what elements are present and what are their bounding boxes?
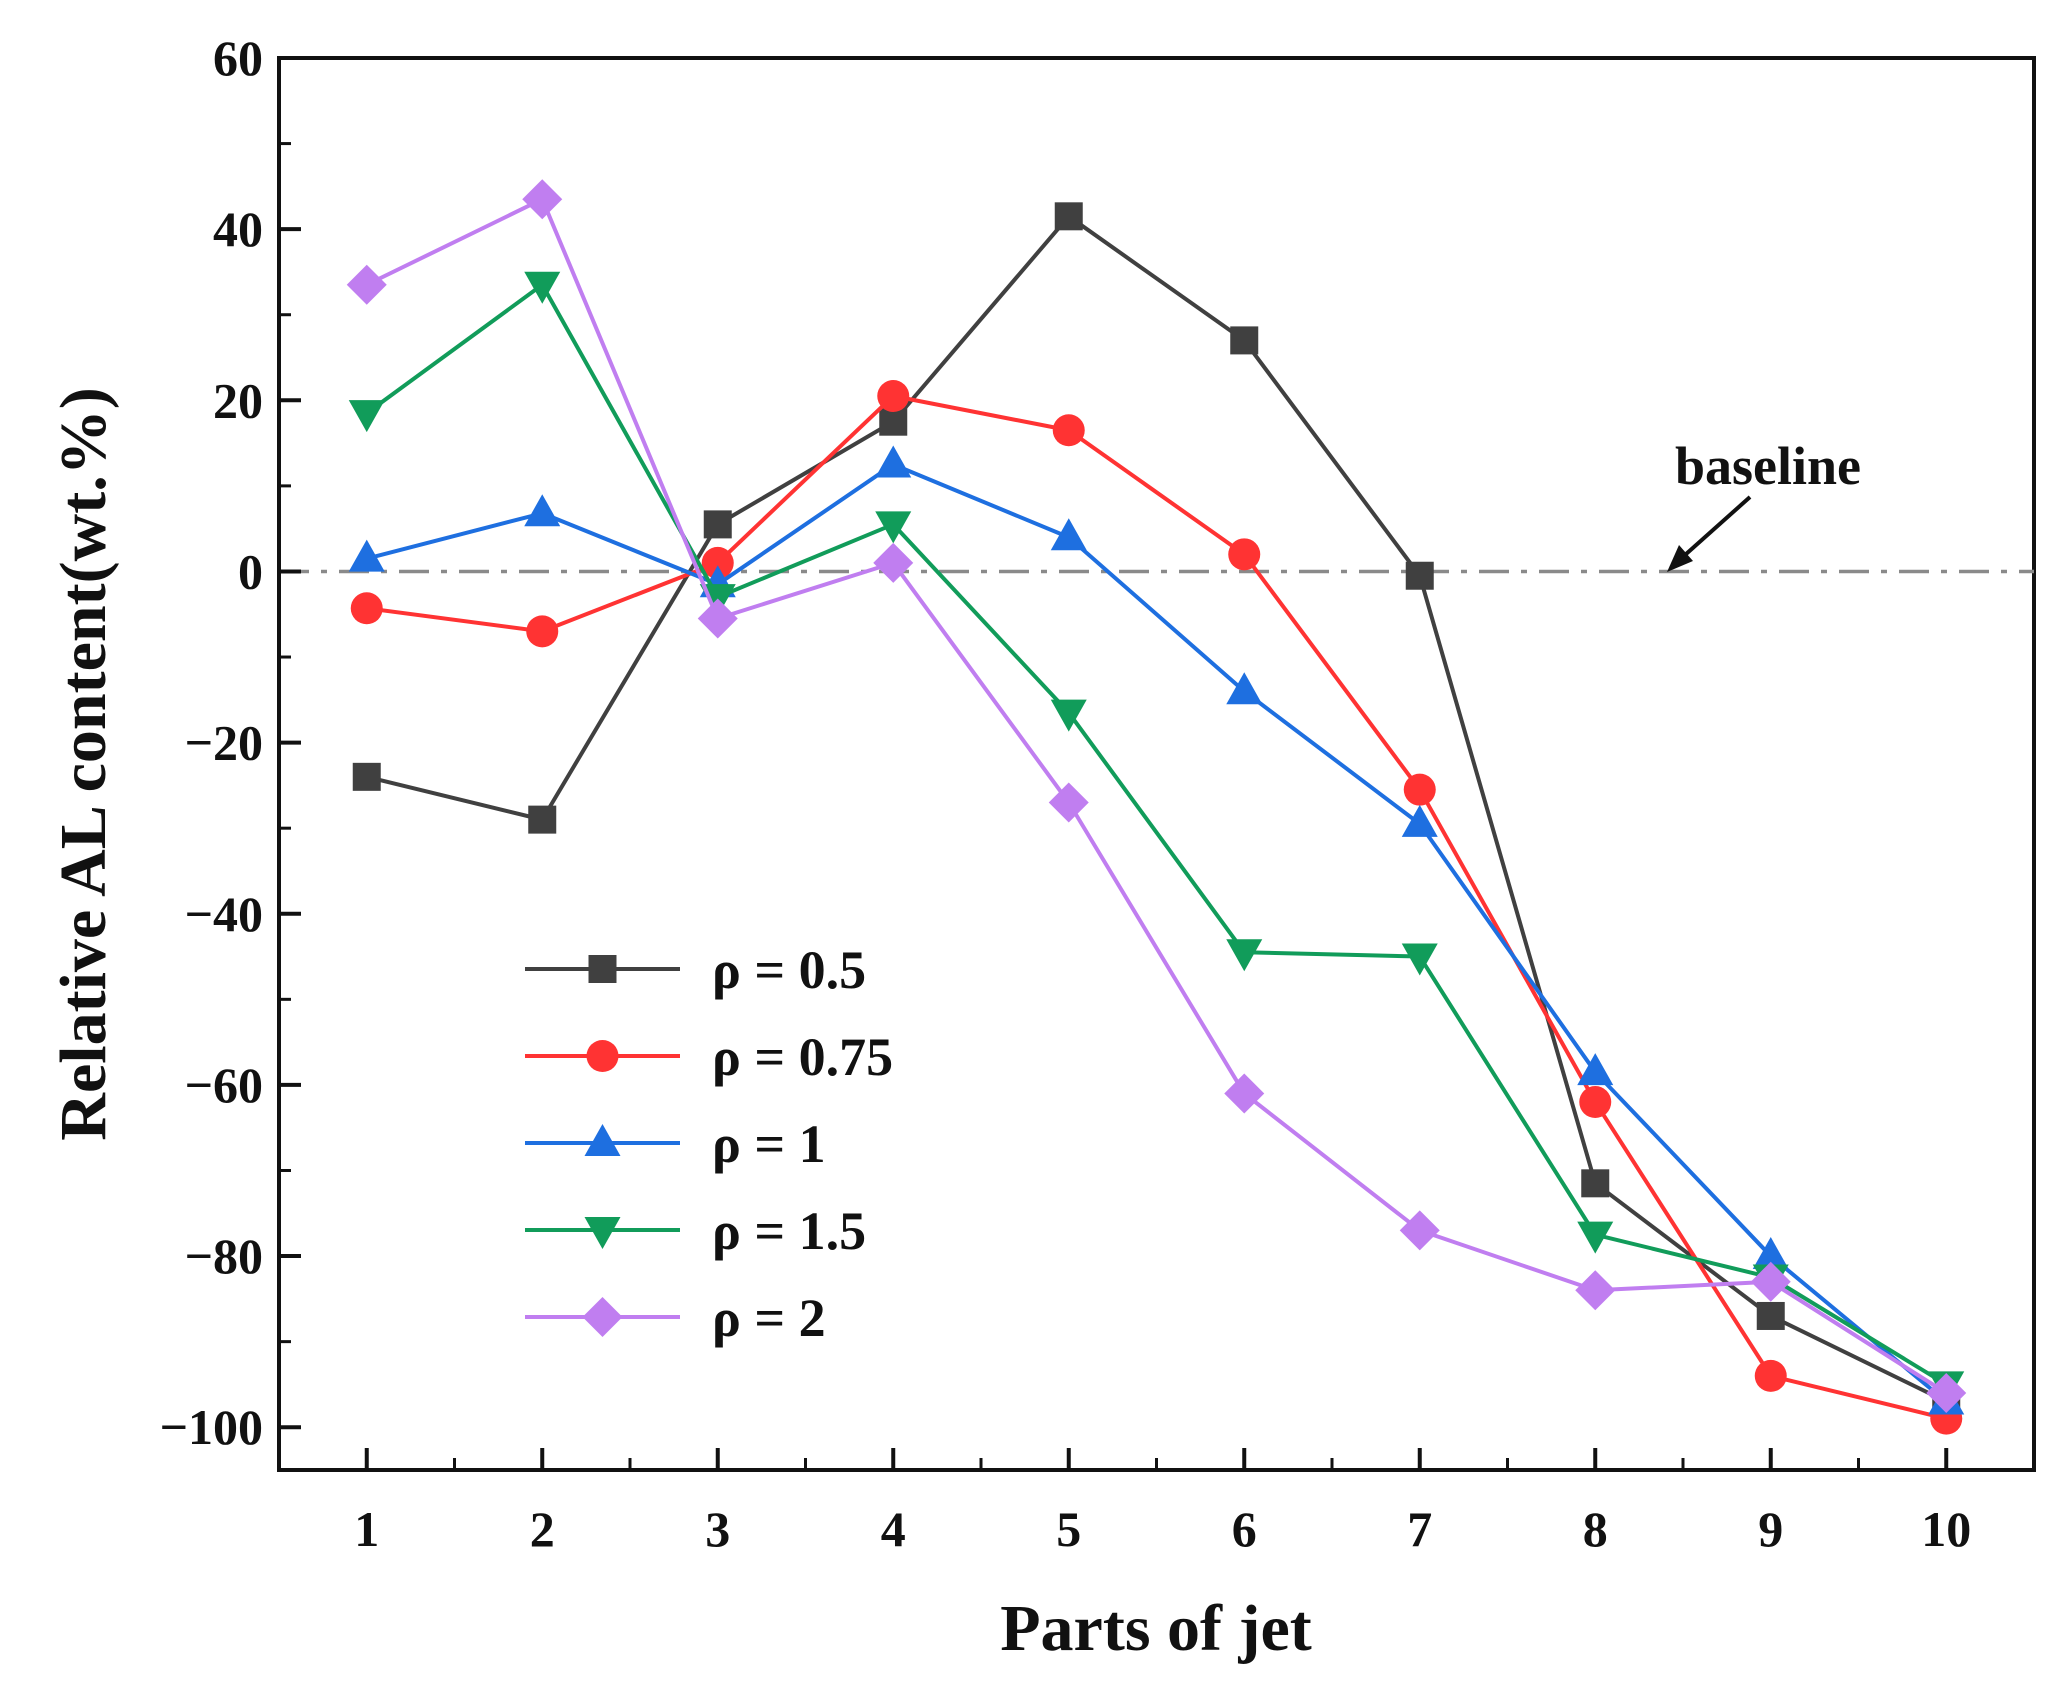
- data-point: [1403, 773, 1436, 806]
- baseline-arrow-line: [1674, 495, 1752, 565]
- series-line: [365, 197, 1948, 1395]
- legend-swatch-marker: [584, 1217, 621, 1249]
- data-point: [522, 179, 563, 220]
- data-point: [1579, 1086, 1612, 1119]
- x-tick-label: 4: [881, 1501, 906, 1557]
- legend-swatch-marker: [586, 1040, 619, 1072]
- y-tick-label: −80: [185, 1228, 264, 1284]
- data-point: [348, 539, 385, 572]
- series-line: [366, 214, 1948, 1404]
- x-tick-label: 5: [1056, 1501, 1081, 1557]
- legend-label: ρ = 1: [712, 1114, 826, 1174]
- data-point: [1575, 1270, 1616, 1311]
- data-point: [1754, 1359, 1787, 1392]
- data-point: [1756, 1301, 1785, 1330]
- data-point: [1401, 804, 1438, 837]
- data-point: [1226, 672, 1263, 705]
- data-point: [350, 592, 383, 625]
- legend-label: ρ = 2: [712, 1288, 826, 1348]
- data-point: [1752, 1237, 1789, 1270]
- data-point: [873, 542, 914, 583]
- data-point: [1226, 939, 1263, 972]
- legend-label: ρ = 0.5: [712, 940, 866, 1000]
- data-point: [1399, 1210, 1440, 1251]
- data-point: [1577, 1053, 1614, 1086]
- x-tick-label: 10: [1921, 1501, 1971, 1557]
- data-point: [1224, 1073, 1265, 1114]
- data-point: [1405, 561, 1434, 590]
- data-point: [524, 494, 561, 527]
- legend-swatch-marker: [584, 1124, 621, 1156]
- series-line: [366, 462, 1948, 1404]
- data-point: [1401, 943, 1438, 976]
- x-tick-label: 6: [1232, 1501, 1257, 1557]
- y-tick-label: 20: [213, 372, 263, 428]
- data-point: [1926, 1372, 1967, 1413]
- y-tick-label: −20: [185, 715, 264, 771]
- legend-item: ρ = 1: [525, 1114, 826, 1174]
- data-point: [1050, 699, 1087, 732]
- x-tick-label: 1: [354, 1501, 379, 1557]
- data-point: [1581, 1169, 1610, 1198]
- data-point: [703, 510, 732, 539]
- data-point: [1750, 1261, 1791, 1302]
- data-point: [1050, 518, 1087, 551]
- legend-swatch-marker: [588, 955, 617, 983]
- baseline-arrow-head: [1667, 545, 1693, 572]
- data-point: [875, 445, 912, 478]
- data-point: [1230, 326, 1259, 355]
- data-point: [879, 407, 908, 436]
- series-line: [365, 282, 1948, 1387]
- legend-label: ρ = 0.75: [712, 1027, 893, 1087]
- data-point: [1228, 538, 1261, 571]
- data-point: [1048, 782, 1089, 823]
- y-axis-title: Relative AL content(wt.%): [47, 387, 120, 1140]
- baseline-annotation: baseline: [1667, 436, 1861, 572]
- legend-swatch-marker: [582, 1297, 623, 1337]
- series-3: [348, 445, 1965, 1415]
- y-tick-label: 0: [238, 543, 263, 599]
- legend-label: ρ = 1.5: [712, 1201, 866, 1261]
- legend: ρ = 0.5 ρ = 0.75 ρ = 1 ρ = 1.5 ρ = 2: [525, 940, 893, 1348]
- legend-item: ρ = 2: [525, 1288, 826, 1348]
- series-5: [346, 179, 1967, 1413]
- y-tick-label: −60: [185, 1057, 264, 1113]
- data-point: [524, 271, 561, 304]
- x-tick-label: 3: [705, 1501, 730, 1557]
- data-point: [346, 264, 387, 305]
- data-point: [1052, 414, 1085, 447]
- y-tick-label: −40: [185, 886, 264, 942]
- data-point: [877, 380, 910, 413]
- baseline-label: baseline: [1675, 436, 1861, 496]
- series-line: [366, 394, 1947, 1421]
- legend-item: ρ = 0.5: [525, 940, 866, 1000]
- legend-item: ρ = 1.5: [525, 1201, 866, 1261]
- data-point: [352, 762, 381, 791]
- x-tick-label: 9: [1758, 1501, 1783, 1557]
- x-tick-label: 2: [530, 1501, 555, 1557]
- data-point: [528, 805, 557, 834]
- data-point: [348, 400, 385, 433]
- y-tick-label: 60: [213, 30, 263, 86]
- y-tick-label: −100: [160, 1399, 264, 1455]
- x-axis-title: Parts of jet: [1000, 1592, 1312, 1665]
- data-point: [526, 615, 559, 648]
- x-tick-label: 8: [1583, 1501, 1608, 1557]
- data-point: [701, 546, 734, 579]
- data-point: [1577, 1221, 1614, 1254]
- legend-item: ρ = 0.75: [525, 1027, 893, 1087]
- x-tick-label: 7: [1407, 1501, 1432, 1557]
- y-tick-label: 40: [213, 201, 263, 257]
- data-point: [1054, 202, 1083, 231]
- data-point: [875, 511, 912, 544]
- data-point: [697, 598, 738, 639]
